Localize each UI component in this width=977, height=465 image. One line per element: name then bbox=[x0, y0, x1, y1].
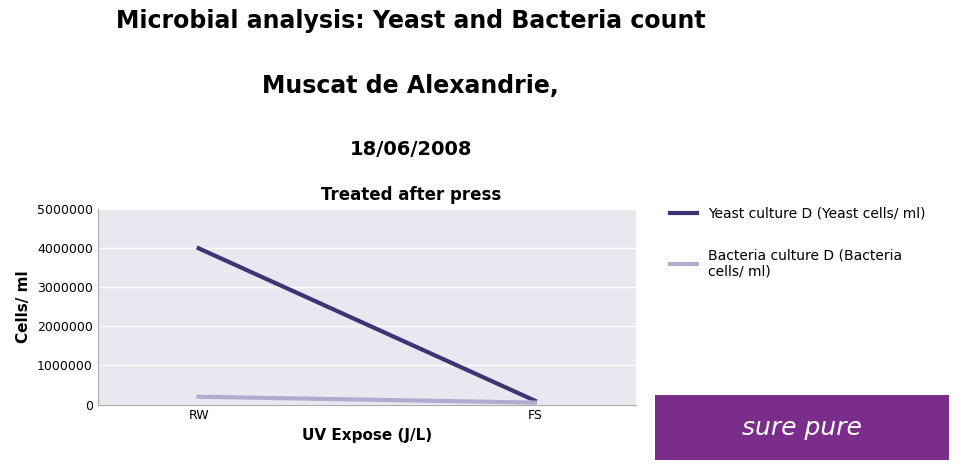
Legend: Yeast culture D (Yeast cells/ ml), Bacteria culture D (Bacteria
cells/ ml): Yeast culture D (Yeast cells/ ml), Bacte… bbox=[669, 206, 925, 279]
Y-axis label: Cells/ ml: Cells/ ml bbox=[17, 271, 31, 343]
X-axis label: UV Expose (J/L): UV Expose (J/L) bbox=[301, 428, 432, 443]
Text: Treated after press: Treated after press bbox=[320, 186, 500, 204]
Text: sure pure: sure pure bbox=[742, 416, 861, 440]
Text: Microbial analysis: Yeast and Bacteria count: Microbial analysis: Yeast and Bacteria c… bbox=[116, 9, 704, 33]
Text: 18/06/2008: 18/06/2008 bbox=[349, 140, 472, 159]
Text: Muscat de Alexandrie,: Muscat de Alexandrie, bbox=[262, 74, 559, 99]
